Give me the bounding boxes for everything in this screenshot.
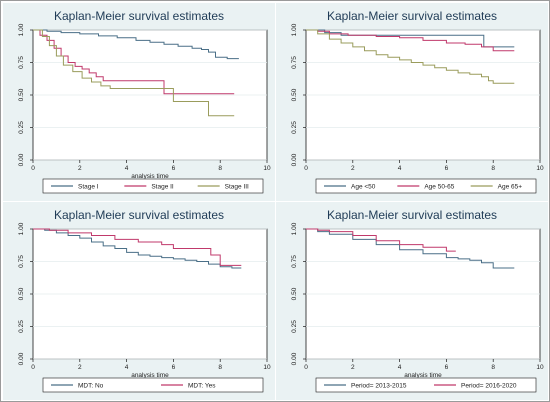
y-tick-label: 0.00	[18, 352, 25, 365]
series-line-1	[306, 228, 515, 269]
km-plot-mdt: Kaplan-Meier survival estimates 0.00 0.25 0…	[18, 208, 271, 393]
y-tick-label: 1.00	[18, 222, 25, 235]
y-tick-label: 0.50	[291, 287, 298, 300]
y-tick-label: 0.50	[291, 88, 298, 101]
legend-label: Age 65+	[498, 183, 523, 190]
x-tick-label: 0	[31, 165, 35, 172]
y-tick-label: 0.00	[18, 153, 25, 166]
y-tick-label: 1.00	[291, 23, 298, 36]
x-tick-label: 6	[445, 364, 449, 371]
x-tick-label: 6	[172, 364, 176, 371]
series-line-2	[306, 29, 515, 52]
km-panel-period: Kaplan-Meier survival estimates 0.00 0.25 0…	[276, 202, 548, 400]
chart-title: Kaplan-Meier survival estimates	[327, 9, 497, 23]
km-plot-stage: Kaplan-Meier survival estimates 0.00 0.25 0…	[18, 9, 271, 194]
y-tick-label: 0.50	[18, 287, 25, 300]
x-tick-label: 10	[536, 364, 544, 371]
legend-label: Stage III	[225, 183, 249, 190]
x-tick-label: 8	[218, 364, 222, 371]
series-line-2	[33, 228, 242, 266]
x-tick-label: 10	[536, 165, 544, 172]
series-line-2	[306, 228, 456, 252]
y-tick-label: 0.00	[291, 153, 298, 166]
legend-box	[315, 377, 537, 393]
series-line-3	[306, 29, 515, 84]
x-tick-label: 6	[172, 165, 176, 172]
series-line-1	[33, 29, 239, 60]
x-tick-label: 8	[491, 364, 495, 371]
legend-box	[42, 178, 264, 194]
km-panel-age: Kaplan-Meier survival estimates 0.00 0.25 0…	[276, 3, 548, 201]
km-panel-mdt: Kaplan-Meier survival estimates 0.00 0.25 0…	[3, 202, 275, 400]
km-panel-stage: Kaplan-Meier survival estimates 0.00 0.25 0…	[3, 3, 275, 201]
x-tick-label: 2	[78, 165, 82, 172]
y-tick-label: 0.75	[18, 255, 25, 268]
y-tick-label: 0.25	[291, 121, 298, 134]
y-tick-label: 0.75	[18, 56, 25, 69]
legend-label: Stage I	[78, 183, 99, 190]
legend-box	[315, 178, 537, 194]
x-tick-label: 0	[304, 165, 308, 172]
y-tick-label: 0.75	[291, 56, 298, 69]
legend-label: Stage II	[151, 183, 174, 190]
x-tick-label: 2	[351, 165, 355, 172]
y-tick-label: 1.00	[18, 23, 25, 36]
series-line-1	[33, 228, 242, 269]
x-tick-label: 2	[78, 364, 82, 371]
x-tick-label: 10	[263, 165, 271, 172]
y-tick-label: 1.00	[291, 222, 298, 235]
x-axis-label: analysis time	[131, 372, 169, 379]
chart-title: Kaplan-Meier survival estimates	[54, 9, 224, 23]
legend-label: Age <50	[351, 183, 376, 190]
legend-label: MDT: No	[78, 382, 104, 389]
x-tick-label: 6	[445, 165, 449, 172]
chart-title: Kaplan-Meier survival estimates	[54, 208, 224, 222]
x-tick-label: 0	[31, 364, 35, 371]
km-plot-period: Kaplan-Meier survival estimates 0.00 0.25 0…	[291, 208, 544, 393]
y-tick-label: 0.00	[291, 352, 298, 365]
legend-label: MDT: Yes	[188, 382, 216, 389]
x-tick-label: 4	[398, 165, 402, 172]
legend-label: Period= 2016-2020	[461, 382, 517, 389]
y-tick-label: 0.25	[18, 320, 25, 333]
x-tick-label: 4	[398, 364, 402, 371]
x-tick-label: 8	[491, 165, 495, 172]
series-line-3	[33, 29, 235, 117]
x-tick-label: 2	[351, 364, 355, 371]
y-tick-label: 0.50	[18, 88, 25, 101]
legend-label: Period= 2013-2015	[351, 382, 407, 389]
km-plot-age: Kaplan-Meier survival estimates 0.00 0.25 0…	[291, 9, 544, 194]
y-tick-label: 0.25	[18, 121, 25, 134]
chart-title: Kaplan-Meier survival estimates	[327, 208, 497, 222]
x-tick-label: 10	[263, 364, 271, 371]
y-tick-label: 0.75	[291, 255, 298, 268]
y-tick-label: 0.25	[291, 320, 298, 333]
x-tick-label: 8	[218, 165, 222, 172]
x-tick-label: 4	[125, 364, 129, 371]
x-tick-label: 4	[125, 165, 129, 172]
legend-label: Age 50-65	[424, 183, 454, 190]
legend-box	[42, 377, 264, 393]
x-axis-label: analysis time	[131, 173, 169, 180]
series-line-2	[33, 29, 235, 95]
x-axis-label: analysis time	[404, 372, 442, 379]
x-tick-label: 0	[304, 364, 308, 371]
